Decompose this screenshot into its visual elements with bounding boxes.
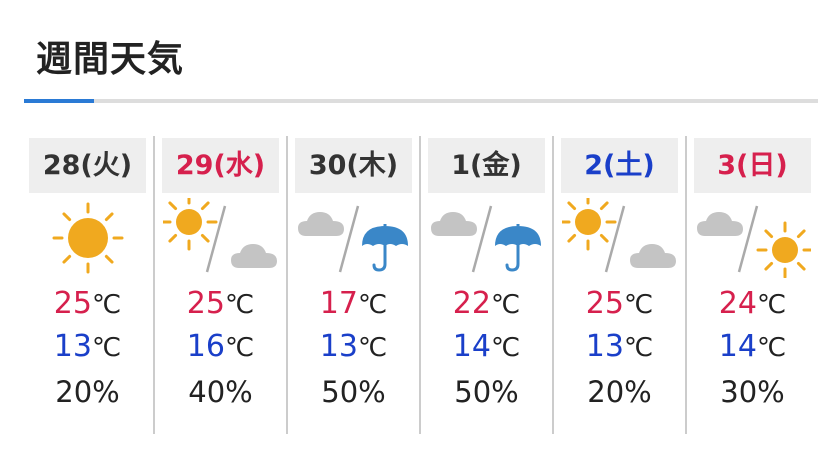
cloud-icon [430,212,477,236]
cloudy-then-sunny-icon [696,205,811,278]
weather-icon [421,193,552,283]
temp-unit: ℃ [490,333,521,363]
day-label: 1(金) [428,138,545,193]
low-temp-value: 13 [53,329,92,364]
weather-icon [288,193,419,283]
sun-icon [756,221,811,278]
temp-unit: ℃ [357,333,388,363]
active-tab-indicator [24,99,94,103]
sunny-then-cloudy-icon [561,198,676,273]
divider-slash [737,205,758,273]
high-temp-value: 22 [452,286,491,321]
umbrella-icon [361,224,408,272]
high-temp-value: 25 [585,286,624,321]
day-column: 2(土) 25℃ 13℃ 20% [552,136,685,434]
low-temp-value: 13 [319,329,358,364]
precip-probability: 20% [587,375,652,409]
low-temp: 13℃ [288,326,419,369]
divider-slash [338,205,359,273]
temp-unit: ℃ [224,333,255,363]
precip-probability: 50% [454,375,519,409]
high-temp: 25℃ [22,283,153,326]
day-column: 30(木) 17℃ 13℃ 50% [286,136,419,434]
temp-unit: ℃ [756,333,787,363]
low-temp-value: 14 [718,329,757,364]
high-temp: 25℃ [554,283,685,326]
day-label: 28(火) [29,138,146,193]
cloud-icon [629,244,676,268]
low-temp: 13℃ [22,326,153,369]
cloud-icon [230,244,277,268]
precip-probability: 20% [55,375,120,409]
sunny-icon [52,202,123,274]
day-label: 30(木) [295,138,412,193]
low-temp: 14℃ [421,326,552,369]
weather-icon [155,193,286,283]
high-temp-value: 17 [319,286,358,321]
low-temp-value: 16 [186,329,225,364]
low-temp-value: 14 [452,329,491,364]
divider-slash [471,205,492,273]
cloud-icon [696,212,743,236]
low-temp: 16℃ [155,326,286,369]
temp-unit: ℃ [623,290,654,320]
weather-icon [22,193,153,283]
weather-icon [687,193,818,283]
high-temp-value: 24 [718,286,757,321]
sun-icon [162,198,217,251]
temp-unit: ℃ [490,290,521,320]
day-column: 28(火) 25℃ 13℃ 20% [22,136,153,434]
high-temp-value: 25 [186,286,225,321]
sun-icon [52,202,123,274]
high-temp: 24℃ [687,283,818,326]
low-temp: 13℃ [554,326,685,369]
day-label: 2(土) [561,138,678,193]
weekly-forecast: 28(火) 25℃ 13℃ 20% 29(水) 25℃ 16℃ 40% 30(木) … [22,136,818,434]
cloud-icon [297,212,344,236]
weather-icon [554,193,685,283]
umbrella-icon [494,224,541,272]
precip-probability: 30% [720,375,785,409]
low-temp: 14℃ [687,326,818,369]
precip-probability: 50% [321,375,386,409]
sunny-then-cloudy-icon [162,198,277,273]
high-temp: 22℃ [421,283,552,326]
temp-unit: ℃ [623,333,654,363]
cloudy-then-rain-icon [430,205,541,273]
low-temp-value: 13 [585,329,624,364]
divider-slash [604,205,625,273]
temp-unit: ℃ [756,290,787,320]
temp-unit: ℃ [91,333,122,363]
divider-slash [205,205,226,273]
high-temp: 17℃ [288,283,419,326]
temp-unit: ℃ [224,290,255,320]
day-label: 3(日) [694,138,811,193]
cloudy-then-rain-icon [297,205,408,273]
page-title: 週間天気 [36,39,185,80]
high-temp-value: 25 [53,286,92,321]
high-temp: 25℃ [155,283,286,326]
sun-icon [561,198,616,251]
tab-underline [24,99,818,103]
day-column: 1(金) 22℃ 14℃ 50% [419,136,552,434]
day-label: 29(水) [162,138,279,193]
day-column: 3(日) 24℃ 14℃ 30% [685,136,818,434]
temp-unit: ℃ [357,290,388,320]
temp-unit: ℃ [91,290,122,320]
day-column: 29(水) 25℃ 16℃ 40% [153,136,286,434]
precip-probability: 40% [188,375,253,409]
